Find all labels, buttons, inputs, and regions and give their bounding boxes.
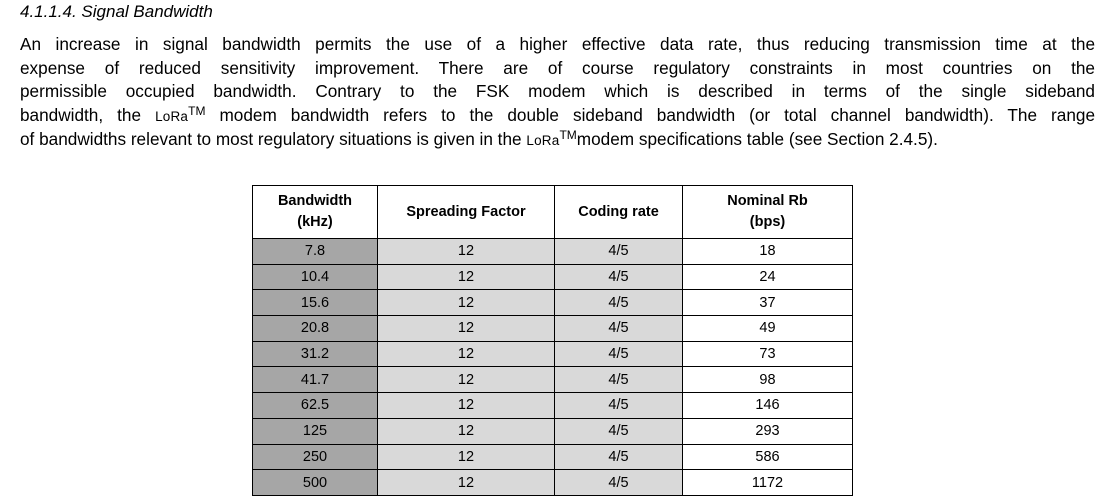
- paragraph-text: modem specifications table (see Section …: [576, 129, 938, 150]
- header-spreading-factor: Spreading Factor: [377, 185, 555, 239]
- coding-rate-cell: 4/5: [554, 315, 683, 342]
- spreading-factor-cell: 12: [377, 366, 555, 394]
- bandwidth-cell: 7.8: [252, 238, 378, 265]
- paragraph-line: permissible occupied bandwidth. Contrary…: [20, 81, 1095, 102]
- table-row: 125 12 4/5 293: [252, 417, 853, 445]
- coding-rate-cell: 4/5: [554, 392, 683, 419]
- spreading-factor-cell: 12: [377, 315, 555, 342]
- table-row: 20.8 12 4/5 49: [252, 315, 853, 342]
- paragraph-line: An increase in signal bandwidth permits …: [20, 34, 1095, 54]
- coding-rate-cell: 4/5: [554, 263, 683, 291]
- coding-rate-cell: 4/5: [554, 340, 683, 368]
- bandwidth-cell: 15.6: [252, 289, 378, 317]
- table-row: 7.8 12 4/5 18: [252, 238, 853, 265]
- bandwidth-cell: 62.5: [252, 392, 378, 419]
- nominal-rb-cell: 49: [682, 315, 853, 342]
- spreading-factor-cell: 12: [377, 289, 555, 317]
- header-coding-rate: Coding rate: [554, 185, 683, 239]
- spreading-factor-cell: 12: [377, 238, 555, 265]
- coding-rate-cell: 4/5: [554, 238, 683, 265]
- coding-rate-cell: 4/5: [554, 469, 683, 496]
- table-row: 250 12 4/5 586: [252, 443, 853, 471]
- paragraph-text: of bandwidths relevant to most regulator…: [20, 129, 527, 150]
- bandwidth-cell: 10.4: [252, 263, 378, 291]
- table-row: 15.6 12 4/5 37: [252, 289, 853, 317]
- body-paragraph: An increase in signal bandwidth permits …: [20, 33, 1095, 153]
- bandwidth-cell: 500: [252, 469, 378, 496]
- table-row: 62.5 12 4/5 146: [252, 392, 853, 419]
- bandwidth-cell: 250: [252, 443, 378, 471]
- bandwidth-cell: 125: [252, 417, 378, 445]
- trademark-mark: TM: [188, 103, 206, 118]
- spreading-factor-cell: 12: [377, 392, 555, 419]
- bandwidth-cell: 31.2: [252, 340, 378, 368]
- table-row: 31.2 12 4/5 73: [252, 340, 853, 368]
- coding-rate-cell: 4/5: [554, 366, 683, 394]
- nominal-rb-cell: 24: [682, 263, 853, 291]
- nominal-rb-cell: 37: [682, 289, 853, 317]
- table-row: 500 12 4/5 1172: [252, 469, 853, 496]
- nominal-rb-cell: 146: [682, 392, 853, 419]
- coding-rate-cell: 4/5: [554, 289, 683, 317]
- nominal-rb-cell: 73: [682, 340, 853, 368]
- spreading-factor-cell: 12: [377, 469, 555, 496]
- nominal-rb-cell: 586: [682, 443, 853, 471]
- coding-rate-cell: 4/5: [554, 443, 683, 471]
- nominal-rb-cell: 18: [682, 238, 853, 265]
- paragraph-line: expense of reduced sensitivity improveme…: [20, 57, 1095, 78]
- paragraph-text: bandwidth, the: [20, 104, 156, 125]
- spreading-factor-cell: 12: [377, 443, 555, 471]
- table-row: 10.4 12 4/5 24: [252, 263, 853, 291]
- spreading-factor-cell: 12: [377, 340, 555, 368]
- bandwidth-cell: 41.7: [252, 366, 378, 394]
- nominal-rb-cell: 293: [682, 417, 853, 445]
- nominal-rb-cell: 98: [682, 366, 853, 394]
- paragraph-line: of bandwidths relevant to most regulator…: [20, 128, 1095, 153]
- paragraph-text: modem bandwidth refers to the double sid…: [205, 104, 1096, 125]
- spreading-factor-cell: 12: [377, 417, 555, 445]
- header-nominal-rb: Nominal Rb (bps): [682, 185, 853, 239]
- table-header-row: Bandwidth (kHz) Spreading Factor Coding r…: [252, 185, 853, 239]
- lora-name: LoRa: [155, 108, 189, 124]
- coding-rate-cell: 4/5: [554, 417, 683, 445]
- bandwidth-cell: 20.8: [252, 315, 378, 342]
- paragraph-line: bandwidth, the LoRaTM modem bandwidth re…: [20, 104, 1095, 129]
- lora-name: LoRa: [526, 133, 560, 149]
- table-row: 41.7 12 4/5 98: [252, 366, 853, 394]
- section-heading: 4.1.1.4. Signal Bandwidth: [20, 2, 213, 21]
- header-bandwidth: Bandwidth (kHz): [252, 185, 378, 239]
- nominal-rb-cell: 1172: [682, 469, 853, 496]
- trademark-mark: TM: [559, 128, 577, 143]
- bandwidth-table: Bandwidth (kHz) Spreading Factor Coding r…: [252, 185, 853, 496]
- spreading-factor-cell: 12: [377, 263, 555, 291]
